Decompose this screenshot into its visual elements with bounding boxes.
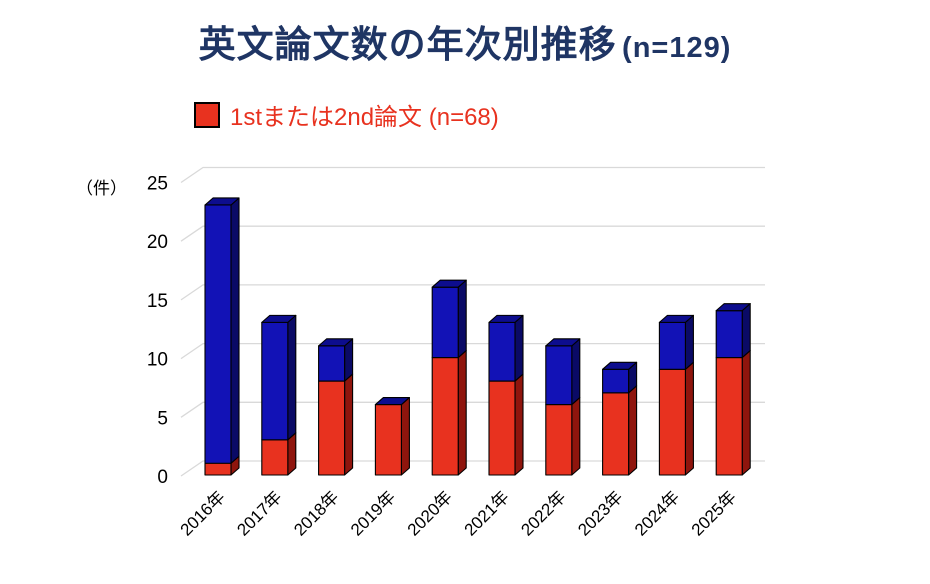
bar-red-front-2017年: [261, 439, 289, 476]
bar-top-face-2023年: [602, 361, 638, 370]
bar-top-face-2020年: [431, 279, 467, 288]
bar-top-face-2024年: [658, 314, 694, 323]
y-tick-label-0: 0: [157, 467, 168, 488]
bar-red-front-2020年: [431, 357, 459, 476]
y-tick-label-25: 25: [147, 174, 168, 195]
bar-red-front-2018年: [318, 380, 346, 476]
legend-swatch-red: [194, 101, 220, 128]
x-tick-label-2022年: 2022年: [517, 487, 569, 539]
x-tick-label-2020年: 2020年: [404, 487, 456, 539]
bar-group-2021年: [488, 314, 524, 476]
bar-top-face-2021年: [488, 314, 524, 323]
bar-top-face-2018年: [318, 338, 354, 347]
x-tick-label-2025年: 2025年: [688, 487, 740, 539]
legend-label: 1stまたは2nd論文 (n=68): [230, 104, 499, 131]
gridline-15: [180, 284, 765, 301]
bar-blue-front-2022年: [545, 345, 573, 406]
bar-red-side-2022年: [571, 397, 581, 476]
bar-group-2020年: [431, 279, 467, 476]
bar-top-face-2016年: [204, 197, 240, 206]
bar-red-side-2024年: [684, 361, 694, 476]
bar-blue-front-2023年: [602, 368, 630, 394]
bar-blue-front-2024年: [658, 321, 686, 370]
bar-group-2024年: [658, 314, 694, 476]
bar-blue-side-2025年: [741, 303, 751, 359]
bar-blue-side-2020年: [457, 279, 467, 359]
bar-red-front-2016年: [204, 462, 232, 476]
bar-blue-side-2024年: [684, 314, 694, 370]
gridline-20: [180, 225, 765, 242]
gridline-25: [180, 166, 765, 184]
bar-group-2019年: [374, 397, 410, 476]
bar-blue-front-2016年: [204, 204, 232, 464]
bar-red-side-2021年: [514, 373, 524, 476]
bar-blue-side-2022年: [571, 338, 581, 406]
bar-red-front-2022年: [545, 404, 573, 476]
chart-title-count: (n=129): [622, 32, 732, 64]
bar-red-side-2025年: [741, 350, 751, 476]
bar-group-2025年: [715, 303, 751, 476]
bar-group-2023年: [602, 361, 638, 476]
bar-blue-side-2016年: [230, 197, 240, 464]
x-tick-label-2016年: 2016年: [177, 487, 229, 539]
bar-blue-front-2017年: [261, 321, 289, 441]
bar-top-face-2017年: [261, 314, 297, 323]
chart-title: 英文論文数の年次別推移 (n=129): [0, 14, 930, 68]
bar-blue-side-2021年: [514, 314, 524, 382]
x-tick-label-2024年: 2024年: [631, 487, 683, 539]
bar-group-2017年: [261, 314, 297, 476]
bar-red-side-2023年: [628, 385, 638, 476]
bar-red-front-2023年: [602, 392, 630, 476]
bar-red-side-2019年: [400, 397, 410, 476]
y-tick-label-15: 15: [147, 291, 168, 312]
chart-title-main: 英文論文数の年次別推移: [198, 24, 617, 65]
x-tick-label-2018年: 2018年: [290, 487, 342, 539]
bar-blue-front-2025年: [715, 310, 743, 359]
bar-blue-front-2021年: [488, 321, 516, 382]
bar-red-side-2018年: [344, 373, 354, 476]
bar-top-face-2025年: [715, 303, 751, 312]
bar-red-front-2021年: [488, 380, 516, 476]
bar-red-front-2024年: [658, 368, 686, 476]
y-tick-label-5: 5: [157, 408, 168, 429]
y-tick-label-20: 20: [147, 232, 168, 253]
bar-red-front-2025年: [715, 357, 743, 476]
bar-blue-front-2018年: [318, 345, 346, 382]
x-tick-label-2019年: 2019年: [347, 487, 399, 539]
bar-top-face-2022年: [545, 338, 581, 347]
bar-blue-side-2017年: [287, 314, 297, 441]
x-tick-label-2017年: 2017年: [233, 487, 285, 539]
y-axis-unit-label: （件）: [76, 179, 127, 198]
legend: 1stまたは2nd論文 (n=68): [194, 97, 499, 132]
bar-blue-front-2020年: [431, 286, 459, 359]
bar-group-2016年: [204, 197, 240, 476]
x-tick-label-2021年: 2021年: [461, 487, 513, 539]
x-tick-label-2023年: 2023年: [574, 487, 626, 539]
y-tick-label-10: 10: [147, 350, 168, 371]
bar-red-side-2020年: [457, 350, 467, 476]
bar-group-2018年: [318, 338, 354, 476]
bar-group-2022年: [545, 338, 581, 476]
bar-red-front-2019年: [374, 404, 402, 476]
bar-top-face-2019年: [374, 397, 410, 406]
